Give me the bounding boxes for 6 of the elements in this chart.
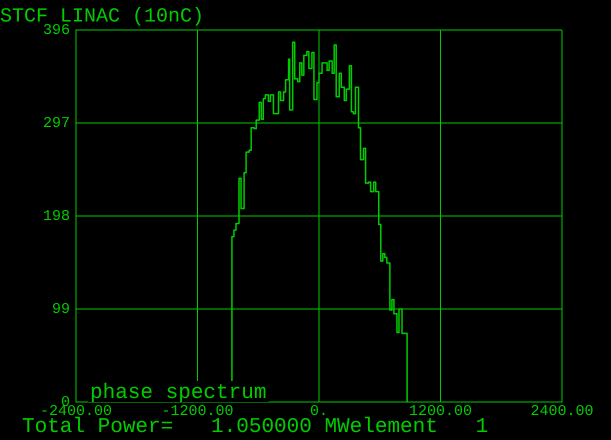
x-tick-label: 2400.00 — [530, 402, 594, 420]
annotation: phase spectrum — [90, 382, 266, 405]
text: Total Power= 1.050000 MWelement 1 — [22, 416, 488, 439]
y-tick-label: 99 — [52, 300, 70, 318]
y-tick-label: 297 — [42, 114, 70, 132]
y-tick-label: 198 — [42, 208, 70, 225]
